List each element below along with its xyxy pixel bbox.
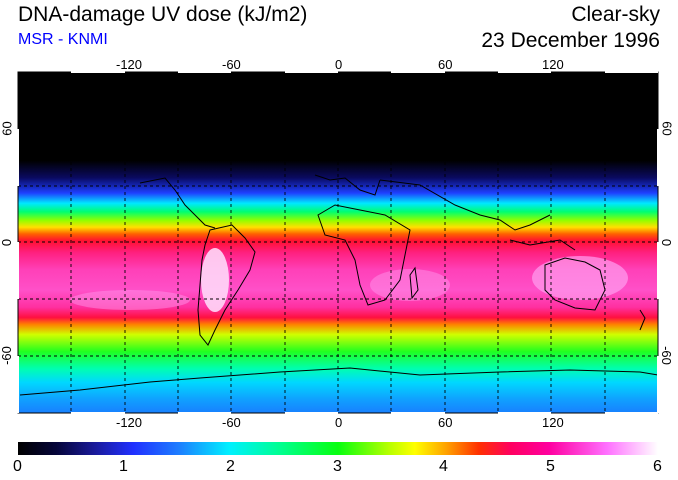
high-dose-patch-andes bbox=[201, 248, 229, 312]
lon-label-top: -60 bbox=[222, 57, 241, 72]
maritime-continent-coast bbox=[509, 239, 576, 251]
colorbar bbox=[18, 442, 658, 455]
colorbar-tick-label: 2 bbox=[226, 458, 235, 475]
lat-label-left: -60 bbox=[0, 346, 14, 365]
antarctica-coast bbox=[19, 367, 659, 396]
high-dose-patch-africa bbox=[370, 269, 450, 301]
europe-coast bbox=[314, 174, 381, 196]
sky-condition-label: Clear-sky bbox=[571, 3, 660, 26]
colorbar-tick-label: 4 bbox=[439, 458, 448, 475]
colorbar-tick-label: 0 bbox=[13, 458, 22, 475]
new-zealand-coast bbox=[639, 309, 646, 331]
south-america-coast bbox=[197, 224, 256, 346]
lon-label-bottom: -120 bbox=[116, 415, 143, 430]
lat-label-left: 0 bbox=[0, 238, 15, 247]
lat-label-right: 60 bbox=[659, 121, 675, 136]
australia-coast bbox=[544, 257, 606, 311]
lon-label-top: 120 bbox=[542, 57, 564, 72]
date-label: 23 December 1996 bbox=[481, 29, 660, 52]
colorbar-tick-label: 5 bbox=[546, 458, 555, 475]
lon-label-bottom: 120 bbox=[542, 415, 564, 430]
uv-dose-map bbox=[17, 71, 659, 414]
lon-label-top: 0 bbox=[335, 57, 343, 72]
lon-label-top: -120 bbox=[116, 57, 143, 72]
asia-coast bbox=[379, 179, 551, 231]
lat-label-right: -60 bbox=[658, 346, 674, 365]
lon-label-bottom: -60 bbox=[222, 415, 241, 430]
map-title: DNA-damage UV dose (kJ/m2) bbox=[18, 3, 308, 26]
graticule bbox=[18, 72, 658, 413]
colorbar-tick-label: 6 bbox=[653, 458, 662, 475]
lon-label-top: 60 bbox=[438, 57, 453, 72]
lon-label-bottom: 60 bbox=[438, 415, 453, 430]
colorbar-tick-label: 3 bbox=[333, 458, 342, 475]
source-label: MSR - KNMI bbox=[18, 31, 108, 48]
coastlines bbox=[19, 174, 659, 396]
north-america-coast bbox=[139, 177, 216, 229]
madagascar-coast bbox=[409, 266, 419, 300]
high-dose-patch-australia bbox=[532, 256, 628, 300]
high-dose-patch-pacific bbox=[70, 290, 190, 310]
map-border bbox=[17, 71, 659, 414]
lon-label-bottom: 0 bbox=[335, 415, 343, 430]
lat-label-left: 60 bbox=[0, 121, 15, 136]
africa-coast bbox=[317, 204, 411, 306]
lat-label-right: 0 bbox=[659, 238, 675, 247]
colorbar-tick-label: 1 bbox=[119, 458, 128, 475]
